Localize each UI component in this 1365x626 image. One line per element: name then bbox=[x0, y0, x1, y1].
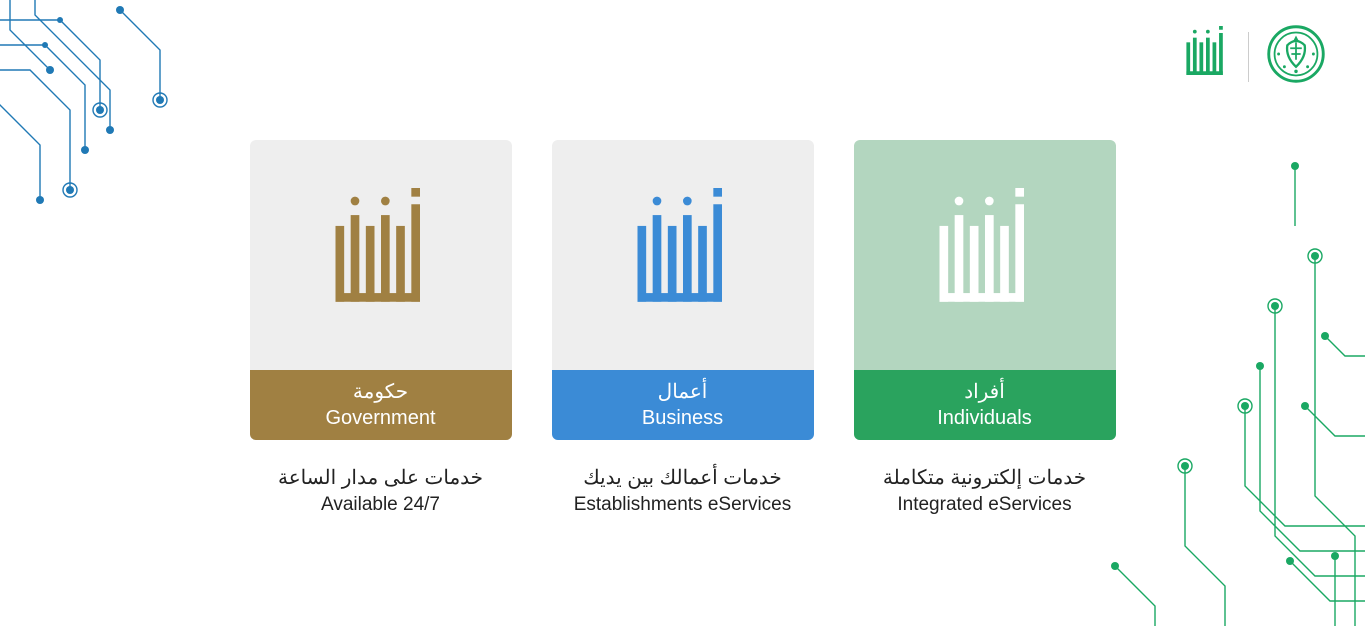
card-icon-area bbox=[552, 140, 814, 370]
card-label-en: Individuals bbox=[937, 405, 1032, 431]
card-label-en: Government bbox=[325, 405, 435, 431]
absher-logo-icon bbox=[1182, 26, 1230, 87]
card-wrap-business: أعمال Business خدمات أعمالك بين يديك Est… bbox=[552, 140, 814, 519]
caption-en: Integrated eServices bbox=[883, 492, 1086, 519]
emblem-icon bbox=[1267, 25, 1325, 88]
card-captions: خدمات على مدار الساعة Available 24/7 bbox=[278, 464, 483, 519]
caption-en: Establishments eServices bbox=[574, 492, 792, 519]
service-cards: حكومة Government خدمات على مدار الساعة A… bbox=[250, 140, 1116, 519]
absher-icon bbox=[628, 188, 738, 323]
caption-ar: خدمات على مدار الساعة bbox=[278, 464, 483, 492]
circuit-decoration-left bbox=[0, 0, 250, 250]
header bbox=[1182, 25, 1325, 88]
card-label: أعمال Business bbox=[552, 370, 814, 440]
card-captions: خدمات أعمالك بين يديك Establishments eSe… bbox=[574, 464, 792, 519]
caption-en: Available 24/7 bbox=[278, 492, 483, 519]
card-label-en: Business bbox=[642, 405, 723, 431]
card-label-ar: أفراد bbox=[964, 379, 1005, 405]
card-business[interactable]: أعمال Business bbox=[552, 140, 814, 440]
card-icon-area bbox=[250, 140, 512, 370]
card-label-ar: أعمال bbox=[658, 379, 708, 405]
absher-icon bbox=[326, 188, 436, 323]
card-icon-area bbox=[854, 140, 1116, 370]
caption-ar: خدمات أعمالك بين يديك bbox=[574, 464, 792, 492]
card-wrap-government: حكومة Government خدمات على مدار الساعة A… bbox=[250, 140, 512, 519]
absher-icon bbox=[930, 188, 1040, 323]
card-wrap-individuals: أفراد Individuals خدمات إلكترونية متكامل… bbox=[854, 140, 1116, 519]
card-captions: خدمات إلكترونية متكاملة Integrated eServ… bbox=[883, 464, 1086, 519]
card-label: حكومة Government bbox=[250, 370, 512, 440]
card-individuals[interactable]: أفراد Individuals bbox=[854, 140, 1116, 440]
card-label: أفراد Individuals bbox=[854, 370, 1116, 440]
header-divider bbox=[1248, 32, 1249, 82]
card-label-ar: حكومة bbox=[353, 379, 408, 405]
caption-ar: خدمات إلكترونية متكاملة bbox=[883, 464, 1086, 492]
card-government[interactable]: حكومة Government bbox=[250, 140, 512, 440]
